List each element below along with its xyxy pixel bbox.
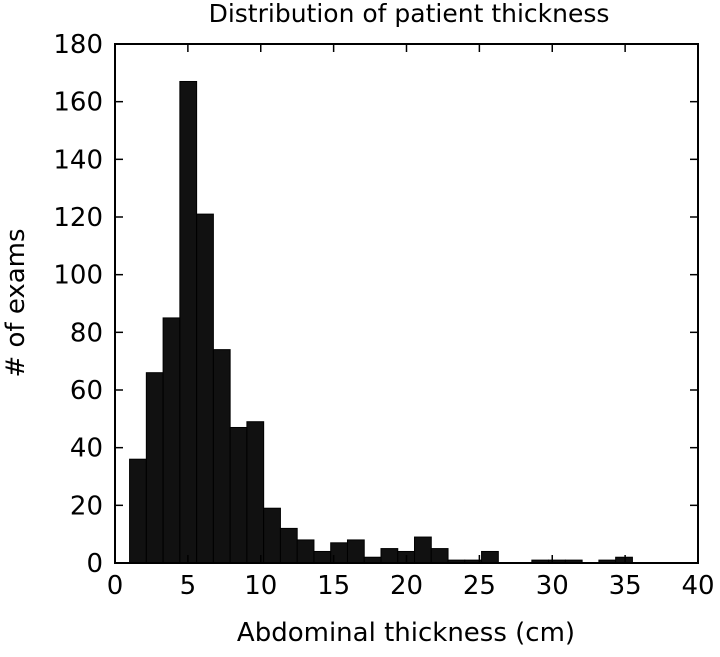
histogram-bar [145, 372, 164, 564]
y-tick-label: 120 [53, 203, 103, 233]
chart-title: Distribution of patient thickness [209, 0, 610, 28]
histogram-bar [380, 548, 399, 564]
histogram-bar [481, 550, 499, 564]
x-tick-label: 25 [463, 571, 496, 601]
histogram-bar [129, 458, 147, 564]
x-tick-label: 40 [681, 571, 714, 601]
y-axis-label: # of exams [1, 228, 31, 377]
y-tick-label: 100 [53, 261, 103, 291]
histogram-bar [279, 527, 298, 564]
x-tick-label: 35 [609, 571, 642, 601]
x-tick-label: 0 [107, 571, 124, 601]
histogram-bar [263, 507, 281, 564]
y-tick-label: 40 [70, 434, 103, 464]
histogram-bar [296, 539, 315, 564]
y-axis-ticks: 0 20 40 60 80 100 120 140 160 180 [53, 30, 698, 579]
histogram-bar [346, 539, 365, 564]
histogram-bar [196, 213, 214, 564]
histogram-bar [179, 80, 198, 564]
histogram-bar [212, 349, 231, 564]
histogram-bar [229, 426, 248, 564]
histogram-bar [162, 317, 181, 564]
x-tick-label: 20 [390, 571, 423, 601]
x-tick-label: 5 [180, 571, 197, 601]
x-axis-label: Abdominal thickness (cm) [237, 618, 575, 648]
y-tick-label: 80 [70, 318, 103, 348]
y-tick-label: 0 [86, 549, 103, 579]
y-tick-label: 60 [70, 376, 103, 406]
histogram-bar [430, 548, 449, 564]
y-tick-label: 20 [70, 491, 103, 521]
bars-group [129, 80, 633, 564]
y-tick-label: 160 [53, 88, 103, 118]
x-tick-label: 30 [536, 571, 569, 601]
histogram-bar [246, 421, 265, 564]
x-axis-ticks: 0 5 10 15 20 25 30 35 40 [107, 44, 715, 601]
x-tick-label: 10 [244, 571, 277, 601]
histogram-bar [414, 536, 432, 564]
y-tick-label: 140 [53, 145, 103, 175]
plot-frame [114, 43, 699, 564]
x-tick-label: 15 [317, 571, 350, 601]
y-tick-label: 180 [53, 30, 103, 60]
histogram-bar [313, 550, 332, 564]
